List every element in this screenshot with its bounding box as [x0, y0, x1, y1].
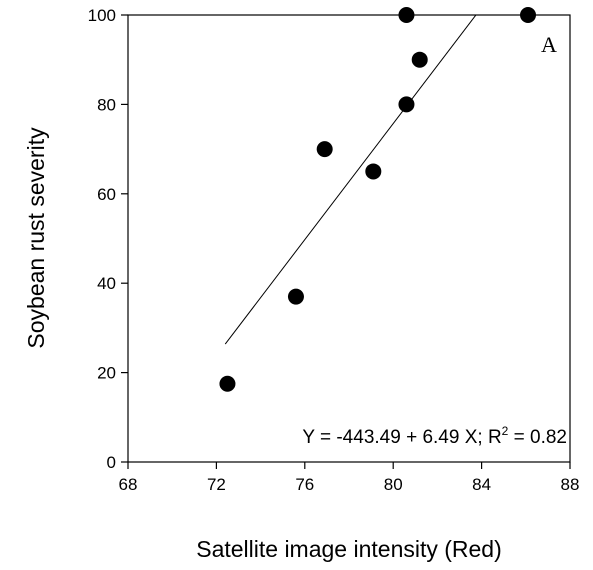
axis-ticks: 68 72 76 80 84 88 0 20 40 60 80 100: [88, 6, 580, 494]
equation-superscript: 2: [502, 424, 509, 438]
y-tick-label: 20: [97, 364, 116, 383]
y-tick-label: 80: [97, 95, 116, 114]
data-point: [411, 51, 428, 68]
y-tick-label: 0: [107, 453, 116, 472]
data-point: [398, 96, 415, 113]
data-point: [398, 7, 415, 23]
x-tick-label: 84: [472, 475, 491, 494]
x-tick-label: 76: [295, 475, 314, 494]
equation-prefix: Y = -443.49 + 6.49 X; R: [302, 427, 501, 448]
panel-label: A: [541, 32, 557, 57]
data-point: [365, 163, 382, 180]
regression-line: [224, 14, 477, 345]
x-tick-label: 68: [119, 475, 138, 494]
x-tick-label: 80: [384, 475, 403, 494]
y-tick-label: 100: [88, 6, 116, 25]
equation-suffix: = 0.82: [508, 427, 567, 448]
data-point: [287, 288, 304, 305]
x-tick-label: 88: [561, 475, 580, 494]
data-points: [219, 7, 537, 392]
data-point: [316, 141, 333, 158]
x-tick-label: 72: [207, 475, 226, 494]
regression-line-group: [224, 14, 477, 345]
plot-frame: [127, 14, 571, 463]
data-point: [520, 7, 537, 23]
y-tick-label: 60: [97, 185, 116, 204]
y-axis-title: Soybean rust severity: [23, 127, 49, 349]
data-point: [219, 375, 236, 392]
regression-equation: Y = -443.49 + 6.49 X; R2 = 0.82: [302, 424, 567, 448]
y-tick-label: 40: [97, 274, 116, 293]
x-axis-title: Satellite image intensity (Red): [196, 536, 502, 562]
